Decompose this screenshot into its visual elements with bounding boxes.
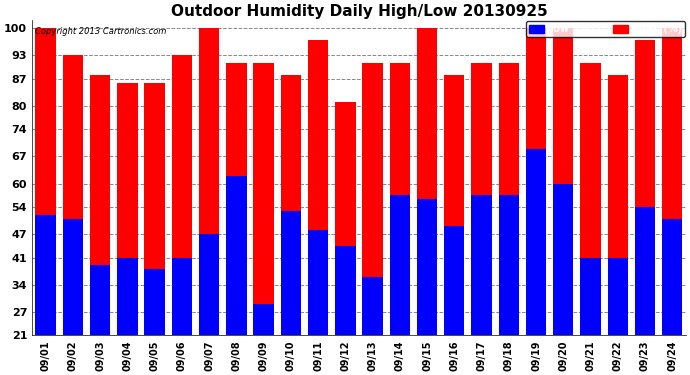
Bar — [199, 234, 219, 335]
Bar — [607, 75, 628, 335]
Bar — [90, 266, 110, 335]
Bar — [226, 176, 246, 335]
Bar — [662, 219, 682, 335]
Bar — [553, 184, 573, 335]
Bar — [253, 304, 274, 335]
Bar — [526, 28, 546, 335]
Bar — [635, 207, 656, 335]
Bar — [172, 56, 192, 335]
Bar — [90, 75, 110, 335]
Bar — [662, 28, 682, 335]
Bar — [63, 219, 83, 335]
Bar — [417, 199, 437, 335]
Bar — [281, 75, 301, 335]
Bar — [471, 195, 492, 335]
Legend: Low  (%), High  (%): Low (%), High (%) — [526, 21, 685, 37]
Bar — [526, 148, 546, 335]
Bar — [117, 258, 137, 335]
Bar — [417, 28, 437, 335]
Bar — [335, 102, 355, 335]
Bar — [144, 82, 165, 335]
Bar — [499, 195, 519, 335]
Bar — [390, 195, 410, 335]
Bar — [635, 40, 656, 335]
Bar — [199, 28, 219, 335]
Bar — [580, 258, 601, 335]
Bar — [35, 215, 56, 335]
Title: Outdoor Humidity Daily High/Low 20130925: Outdoor Humidity Daily High/Low 20130925 — [170, 4, 547, 19]
Bar — [553, 28, 573, 335]
Bar — [444, 75, 464, 335]
Bar — [580, 63, 601, 335]
Bar — [471, 63, 492, 335]
Text: Copyright 2013 Cartronics.com: Copyright 2013 Cartronics.com — [35, 27, 167, 36]
Bar — [308, 40, 328, 335]
Bar — [335, 246, 355, 335]
Bar — [362, 63, 383, 335]
Bar — [35, 28, 56, 335]
Bar — [444, 226, 464, 335]
Bar — [117, 82, 137, 335]
Bar — [308, 230, 328, 335]
Bar — [253, 63, 274, 335]
Bar — [499, 63, 519, 335]
Bar — [281, 211, 301, 335]
Bar — [390, 63, 410, 335]
Bar — [172, 258, 192, 335]
Bar — [607, 258, 628, 335]
Bar — [226, 63, 246, 335]
Bar — [144, 269, 165, 335]
Bar — [362, 277, 383, 335]
Bar — [63, 56, 83, 335]
